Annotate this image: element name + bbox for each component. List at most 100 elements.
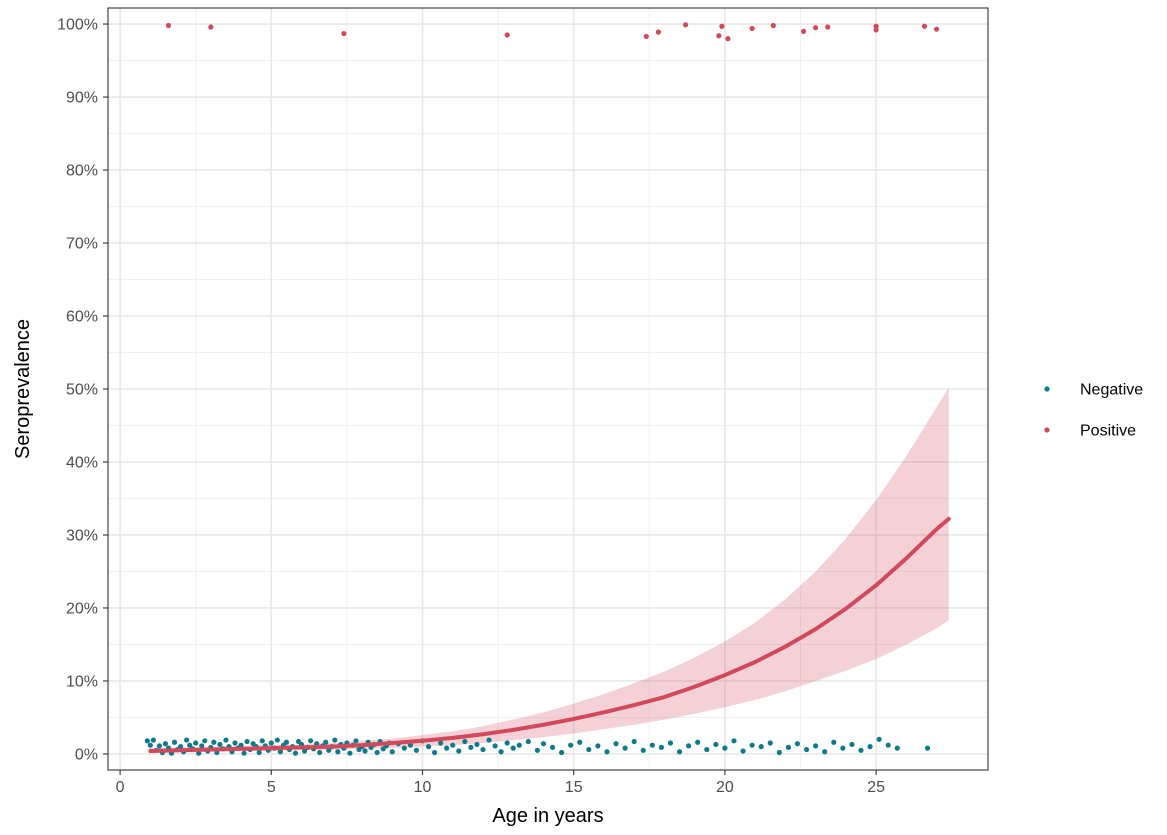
negative-point bbox=[268, 740, 274, 746]
negative-point bbox=[202, 738, 208, 744]
negative-point bbox=[199, 743, 205, 749]
y-tick-label: 20% bbox=[66, 600, 98, 617]
negative-point bbox=[171, 739, 178, 745]
positive-point bbox=[813, 25, 819, 31]
positive-point bbox=[770, 22, 776, 29]
negative-point bbox=[813, 743, 819, 749]
negative-point bbox=[849, 741, 855, 748]
negative-point bbox=[238, 742, 244, 748]
negative-point bbox=[486, 737, 492, 743]
legend: Negative Positive bbox=[1044, 382, 1143, 440]
positive-point bbox=[716, 33, 722, 39]
x-tick-label: 5 bbox=[267, 779, 276, 796]
minor-gridlines bbox=[108, 8, 988, 770]
negative-point bbox=[667, 740, 674, 746]
negative-point bbox=[785, 744, 792, 750]
y-tick-label: 0% bbox=[75, 746, 98, 763]
negative-point bbox=[474, 741, 480, 748]
x-tick-label: 15 bbox=[565, 779, 583, 796]
negative-point bbox=[498, 749, 504, 755]
positive-point bbox=[655, 29, 661, 35]
negative-point bbox=[407, 742, 414, 748]
negative-point bbox=[586, 746, 592, 753]
negative-point bbox=[156, 743, 163, 749]
negative-point bbox=[456, 748, 462, 754]
negative-point bbox=[147, 742, 153, 748]
negative-point bbox=[413, 747, 420, 753]
negative-point bbox=[244, 738, 250, 745]
negative-point bbox=[876, 736, 882, 742]
negative-point bbox=[504, 740, 510, 746]
positive-point bbox=[341, 30, 347, 37]
x-axis-title: Age in years bbox=[492, 805, 603, 827]
x-tick-label: 10 bbox=[414, 779, 432, 796]
negative-point bbox=[277, 749, 283, 755]
negative-point bbox=[492, 743, 498, 749]
negative-point bbox=[525, 738, 531, 745]
negative-point bbox=[686, 743, 692, 749]
y-tick-label: 70% bbox=[66, 236, 98, 253]
x-tick-label: 25 bbox=[867, 779, 885, 796]
negative-point bbox=[292, 750, 299, 756]
legend-item-positive: Positive bbox=[1044, 423, 1136, 440]
positive-point bbox=[749, 25, 755, 32]
negative-point bbox=[193, 740, 199, 746]
negative-point bbox=[794, 741, 801, 747]
y-axis-title: Seroprevalence bbox=[12, 319, 34, 459]
negative-point bbox=[362, 748, 368, 754]
negative-point bbox=[308, 738, 314, 744]
negative-point bbox=[438, 740, 444, 746]
negative-point bbox=[749, 742, 755, 748]
positive-point bbox=[873, 27, 879, 33]
negative-point bbox=[731, 738, 737, 744]
positive-point bbox=[719, 23, 725, 29]
negative-point bbox=[831, 739, 837, 745]
legend-key-negative bbox=[1044, 386, 1050, 392]
negative-point bbox=[885, 742, 891, 748]
negative-point bbox=[622, 745, 628, 751]
confidence-band-layer bbox=[150, 387, 949, 753]
negative-point bbox=[704, 746, 710, 753]
negative-point bbox=[241, 750, 247, 756]
y-tick-label: 80% bbox=[66, 163, 98, 180]
negative-point bbox=[150, 737, 156, 743]
legend-item-negative: Negative bbox=[1044, 382, 1143, 399]
negative-point bbox=[540, 741, 547, 747]
negative-point bbox=[713, 741, 719, 748]
y-tick-label: 10% bbox=[66, 673, 98, 690]
positive-point bbox=[682, 22, 689, 28]
legend-label: Positive bbox=[1080, 423, 1136, 440]
negative-point bbox=[401, 745, 407, 751]
negative-point bbox=[184, 737, 190, 743]
negative-point bbox=[640, 747, 646, 753]
negative-point bbox=[840, 745, 846, 751]
positive-point bbox=[800, 28, 807, 34]
negative-point bbox=[468, 744, 474, 750]
negative-point bbox=[758, 744, 764, 750]
negative-point bbox=[332, 737, 338, 743]
y-tick-label: 90% bbox=[66, 90, 98, 107]
negative-point bbox=[211, 739, 217, 745]
negative-point bbox=[510, 745, 516, 751]
positive-point bbox=[921, 23, 928, 29]
fit-line-layer bbox=[148, 516, 951, 754]
negative-point bbox=[577, 739, 583, 745]
negative-point bbox=[549, 744, 556, 750]
negative-point bbox=[274, 737, 280, 743]
negative-point bbox=[776, 749, 782, 756]
negative-point bbox=[177, 744, 184, 750]
negative-point bbox=[326, 747, 332, 753]
positive-point bbox=[933, 26, 940, 32]
negative-point bbox=[353, 738, 359, 744]
y-tick-label: 30% bbox=[66, 527, 98, 544]
negative-point bbox=[822, 749, 828, 755]
negative-point bbox=[649, 742, 655, 748]
negative-point bbox=[480, 746, 486, 753]
negative-point bbox=[658, 744, 665, 750]
negative-point bbox=[317, 749, 323, 756]
negative-point bbox=[223, 737, 229, 743]
negative-point bbox=[604, 749, 610, 755]
negative-point bbox=[894, 745, 900, 751]
negative-point bbox=[462, 738, 468, 745]
negative-point bbox=[803, 746, 810, 753]
